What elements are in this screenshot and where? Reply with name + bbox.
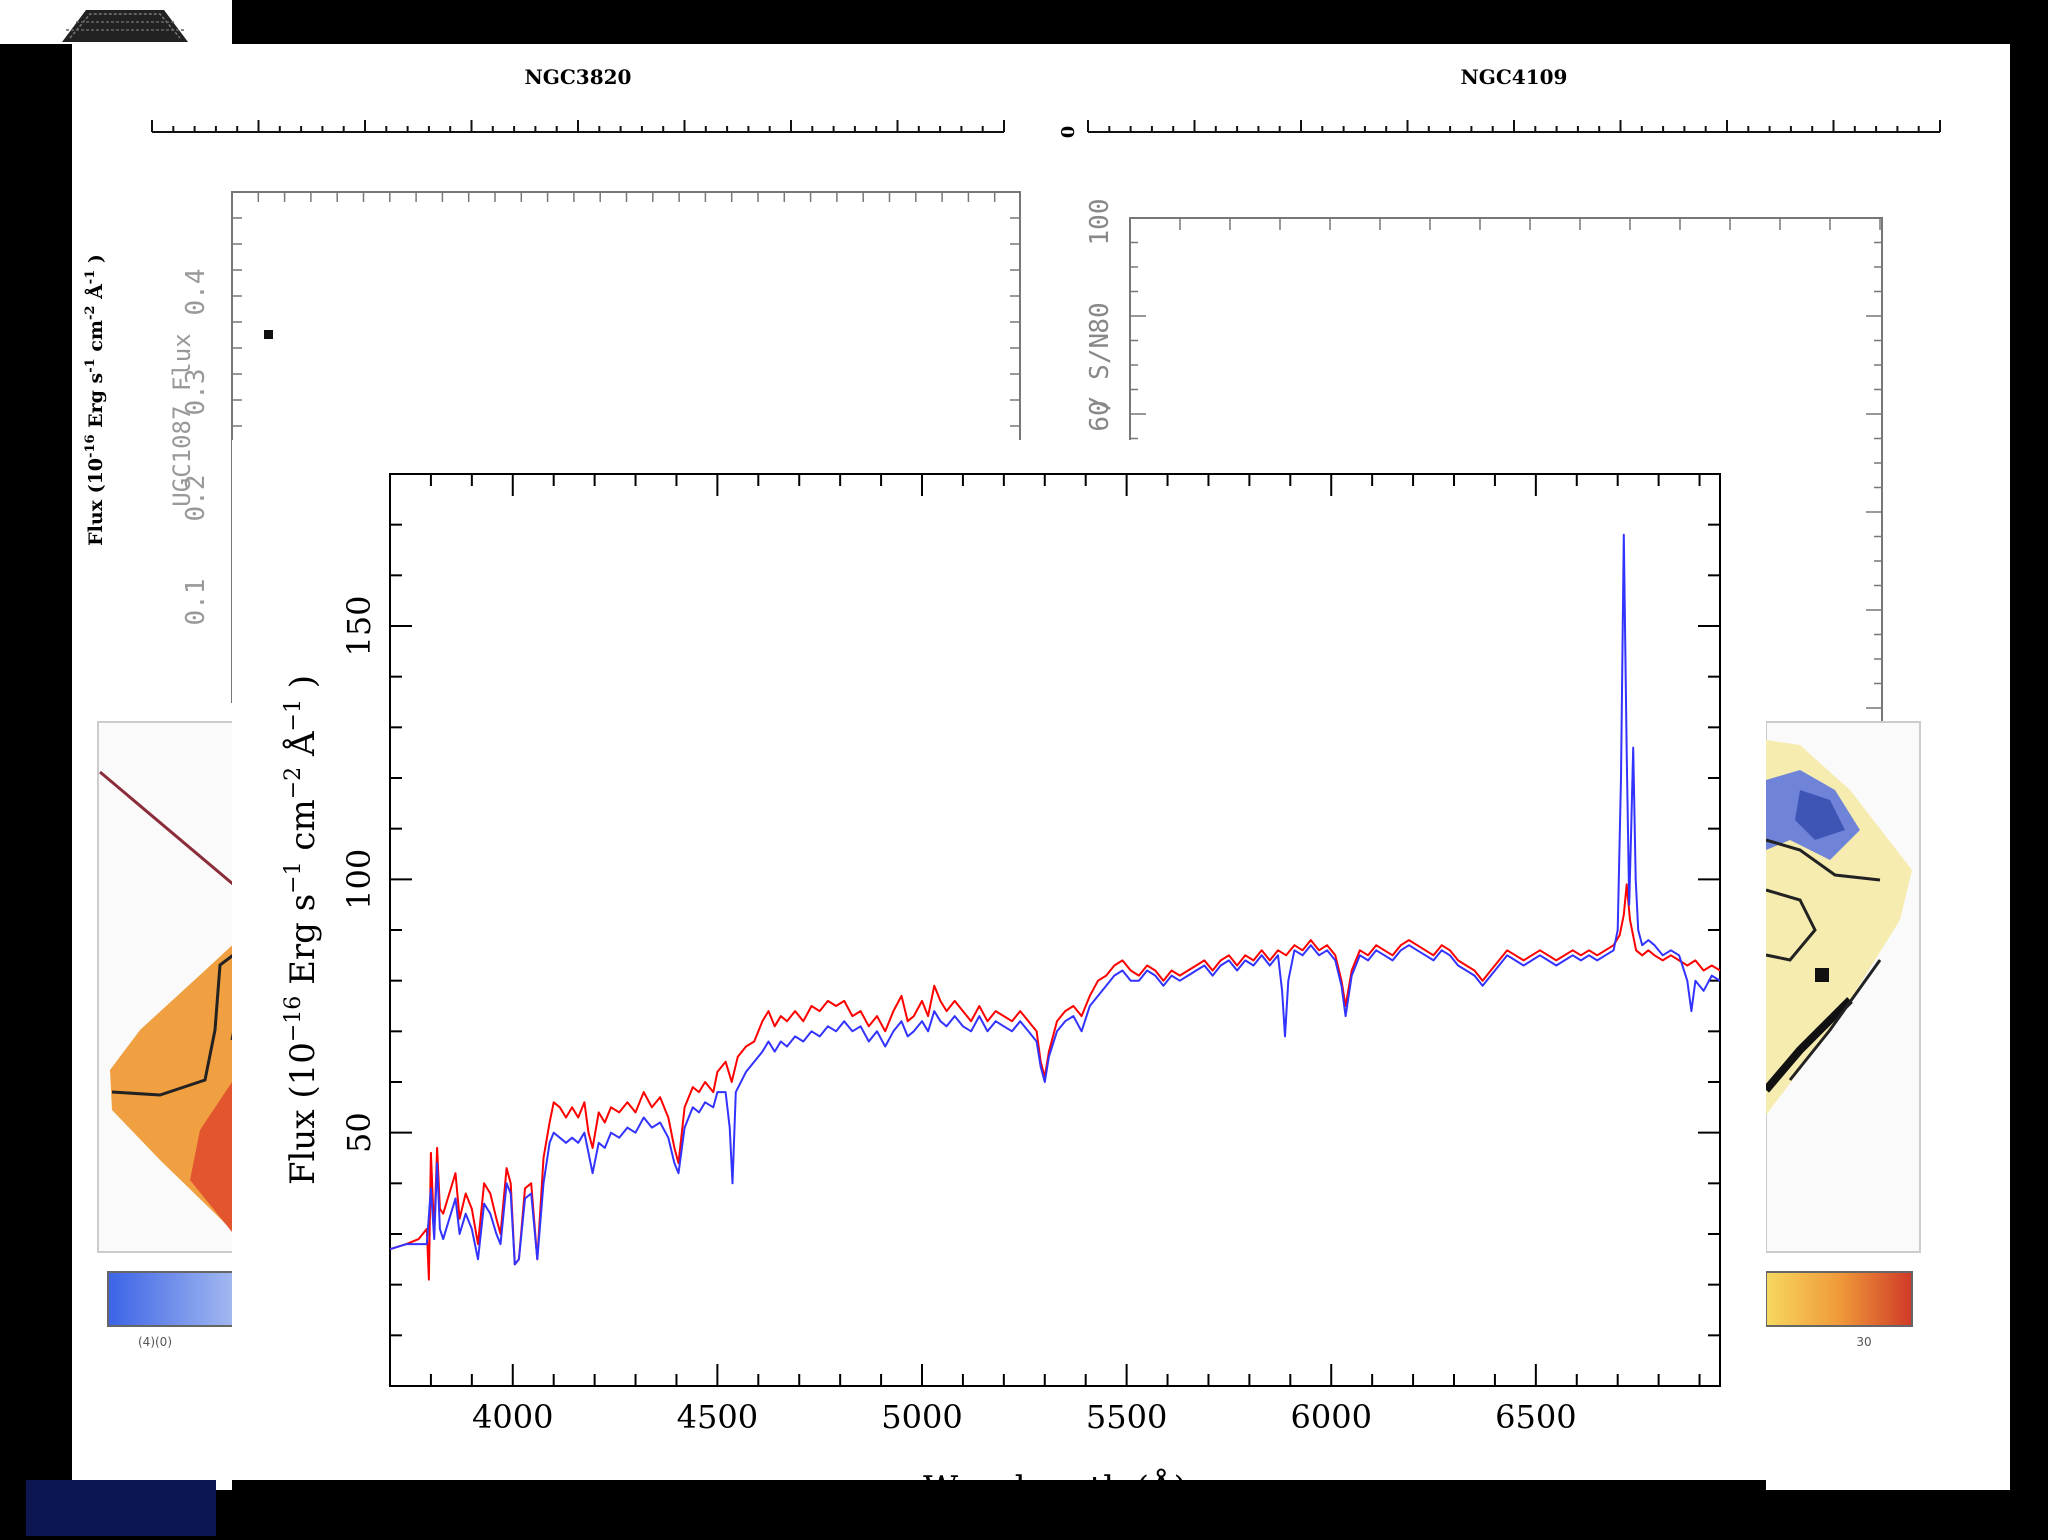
left-panel-title: NGC3820 bbox=[525, 65, 632, 89]
y-tick-label-50: 50 bbox=[340, 1112, 378, 1153]
right-tick-80: 80 bbox=[1085, 302, 1115, 333]
chart-card bbox=[232, 440, 1766, 1480]
right-colorbar: 30 bbox=[1765, 1271, 1913, 1349]
left-tick-0-3: 0.3 bbox=[181, 369, 211, 416]
x-tick-label-5000: 5000 bbox=[881, 1398, 962, 1436]
y-tick-label-100: 100 bbox=[340, 849, 378, 910]
left-tick-0-1: 0.1 bbox=[181, 579, 211, 626]
right-series-label: / S/N bbox=[1085, 333, 1115, 411]
y-axis-ticks: 50 100 150 bbox=[340, 595, 378, 1153]
spectrum-chart: 4000 4500 5000 5500 6000 6500 50 100 150 Wavele… bbox=[281, 473, 1721, 1509]
x-axis-ticks: 4000 4500 5000 5500 6000 6500 bbox=[472, 1398, 1577, 1436]
x-axis-title: Wavelength (Å) bbox=[923, 1468, 1187, 1509]
left-colorbar: (4)(0) bbox=[107, 1271, 241, 1349]
left-background-ylabel: Flux (10-16 Erg s-1 cm-2 Å-1 ) bbox=[83, 254, 107, 546]
right-tick-60: 60 bbox=[1085, 400, 1115, 431]
bottom-strip bbox=[232, 1480, 1766, 1536]
right-panel-title: NGC4109 bbox=[1461, 65, 1568, 89]
left-series-label: UGC1087 Flux bbox=[168, 333, 196, 506]
x-tick-label-4000: 4000 bbox=[472, 1398, 553, 1436]
left-tick-0-4: 0.4 bbox=[181, 269, 211, 316]
right-map-image bbox=[1762, 721, 1921, 1253]
x-tick-label-4500: 4500 bbox=[677, 1398, 758, 1436]
y-tick-label-150: 150 bbox=[340, 595, 378, 656]
left-tick-labels: 0.1 0.2 0.3 0.4 bbox=[181, 269, 211, 626]
red-spectrum-line bbox=[389, 883, 1721, 1281]
right-colorbar-label: 30 bbox=[1856, 1335, 1871, 1349]
right-edge bbox=[2010, 40, 2048, 1536]
left-colorbar-label: (4)(0) bbox=[138, 1335, 172, 1349]
right-tick-100: 100 bbox=[1085, 199, 1115, 246]
right-zero-label: 0 bbox=[1058, 126, 1079, 139]
right-top-axis bbox=[1087, 120, 1941, 133]
bottom-left-badge bbox=[26, 1480, 216, 1536]
left-tick-0-2: 0.2 bbox=[181, 475, 211, 522]
left-map-image bbox=[97, 721, 242, 1253]
minor-ticks bbox=[389, 474, 1720, 1386]
x-tick-label-6000: 6000 bbox=[1291, 1398, 1372, 1436]
series-group bbox=[389, 533, 1721, 1281]
blue-spectrum-line bbox=[389, 533, 1721, 1266]
y-axis-title: Flux (10−16 Erg s−1 cm−2 Å−1 ) bbox=[281, 675, 323, 1185]
top-bar bbox=[0, 0, 2048, 44]
left-top-axis bbox=[151, 120, 1005, 133]
x-tick-label-5500: 5500 bbox=[1086, 1398, 1167, 1436]
x-tick-label-6500: 6500 bbox=[1495, 1398, 1576, 1436]
logo-icon bbox=[62, 10, 188, 42]
left-data-point bbox=[264, 330, 273, 339]
